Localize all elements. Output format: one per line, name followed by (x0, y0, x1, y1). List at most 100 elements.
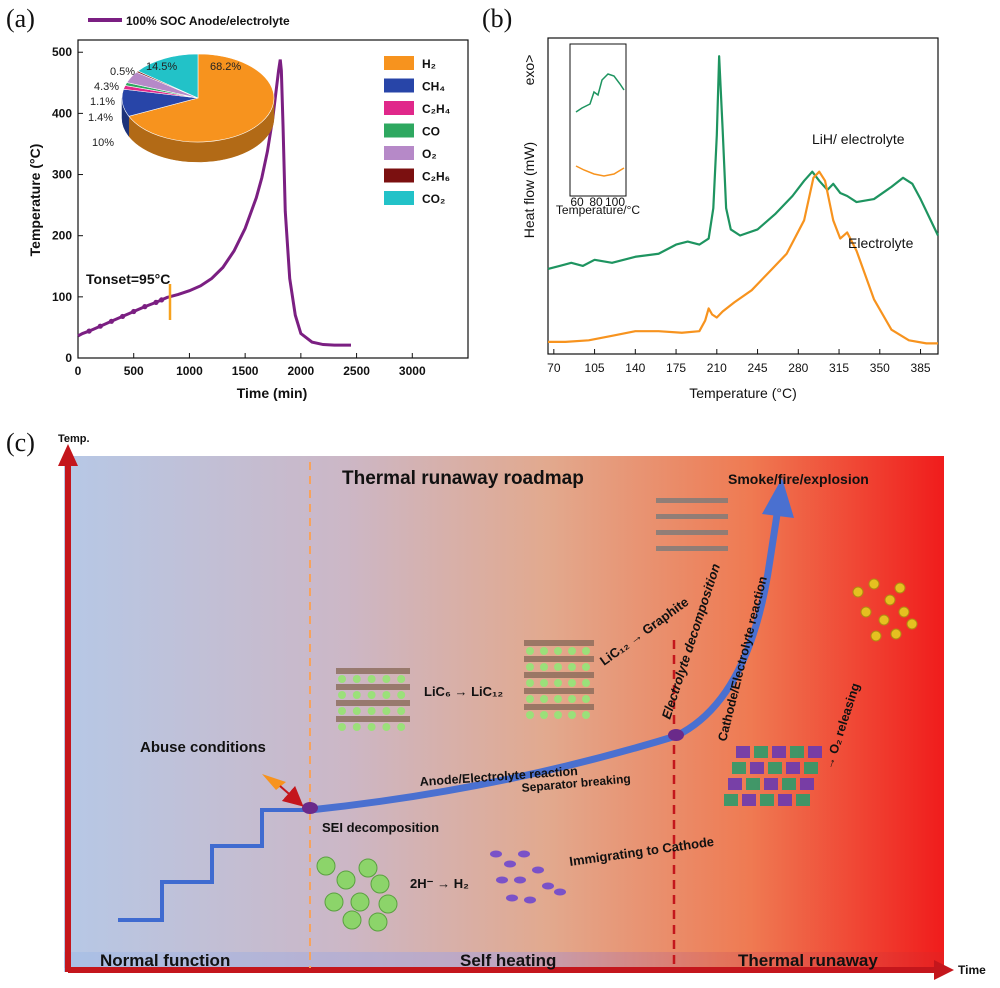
cathode-crystal (746, 778, 760, 790)
x-tick-label-b: 70 (547, 361, 561, 375)
inset-green-curve (575, 73, 625, 113)
abuse-arrow (279, 785, 304, 807)
pie-legend-label: CO₂ (422, 192, 445, 206)
x-tick-label-b: 245 (748, 361, 768, 375)
cathode-crystal (804, 762, 818, 774)
lic12-structure-atom (540, 711, 548, 719)
lih-sphere (324, 892, 344, 912)
inset-tick-60: 60 (570, 195, 584, 209)
x-tick-label-a: 1500 (232, 364, 259, 378)
cathode-crystal (724, 794, 738, 806)
pie-label: 1.4% (88, 112, 113, 124)
temperature-point (119, 313, 126, 320)
pie-label: 14.5% (146, 61, 177, 73)
cathode-crystal (742, 794, 756, 806)
lic6-structure-atom (397, 723, 406, 731)
cathode-crystal (732, 762, 746, 774)
pie-label: 4.3% (94, 81, 119, 93)
inset-box (569, 43, 627, 197)
lic6-structure (336, 700, 410, 706)
h2-molecule (518, 850, 530, 858)
pie-legend-label: O₂ (422, 147, 437, 161)
lih-sphere (378, 894, 398, 914)
temperature-point (131, 308, 137, 315)
legend-label-a: 100% SOC Anode/electrolyte (126, 14, 290, 28)
lic6-structure-atom (397, 707, 406, 715)
o2-molecule (906, 618, 918, 630)
h2-molecule (506, 894, 518, 902)
temperature-point (153, 299, 159, 305)
h2-molecule (542, 882, 554, 890)
lic12-structure (524, 704, 594, 710)
chart-a: 0 500 1000 1500 2000 2500 3000 0 100 200 300 400 500… (27, 14, 469, 401)
cathode-crystal (778, 794, 792, 806)
graphite-structure (656, 530, 728, 535)
lic6-structure-atom (382, 691, 391, 699)
lic6-structure-atom (338, 723, 346, 731)
lic6-structure-atom (397, 675, 406, 683)
y-axis-title-b: Heat flow (mW) (521, 142, 537, 238)
y-tick-label-a: 200 (52, 229, 72, 243)
o2-molecule (868, 578, 880, 590)
x-tick-label-a: 0 (75, 364, 82, 378)
inset-tick-80: 80 (589, 195, 603, 209)
sei-label: SEI decomposition (322, 820, 439, 835)
plot-area-a (77, 39, 469, 359)
lic12-structure-atom (568, 711, 576, 719)
lic6-structure-atom (352, 723, 361, 731)
y-tick-label-a: 0 (65, 351, 72, 365)
pie-slice (137, 53, 199, 99)
x-tick-label-a: 2500 (343, 364, 370, 378)
o2-molecule (890, 628, 902, 640)
lih-sphere (358, 858, 378, 878)
h2-molecule (504, 860, 516, 868)
chart-b: 70 105 140 175 210 245 280 315 350 385 Temperatur… (521, 37, 939, 401)
x-tick-label-b: 210 (707, 361, 727, 375)
lic12-structure (524, 656, 594, 662)
lic12-structure-atom (554, 647, 562, 655)
temperature-point (108, 318, 115, 324)
lic12-structure-atom (568, 663, 576, 671)
lic6-structure-atom (352, 707, 361, 715)
pie-label: 1.1% (90, 96, 115, 108)
cathode-crystal (728, 778, 742, 790)
pie-label: 0.5% (110, 66, 135, 78)
lic6-structure-atom (352, 691, 361, 699)
x-tick-label-a: 1000 (176, 364, 203, 378)
x-tick-label-b: 315 (829, 361, 849, 375)
cathode-crystal (764, 778, 778, 790)
lic12-structure-atom (554, 679, 562, 687)
lic12-structure (524, 640, 594, 646)
x-tick-label-a: 2000 (288, 364, 315, 378)
lic12-structure-atom (526, 647, 534, 655)
lic12-structure-atom (526, 695, 534, 703)
o2-molecule (878, 614, 890, 626)
h2-molecule (496, 876, 508, 884)
onset-annotation: Tonset=95°C (86, 271, 170, 287)
pie-legend: H₂ CH₄ C₂H₄ CO O₂ C₂H₆ CO₂ (384, 56, 451, 206)
lic12-structure (524, 672, 594, 678)
pie-legend-label: CH₄ (422, 80, 445, 94)
abuse-label: Abuse conditions (140, 739, 266, 756)
lic12-structure-atom (554, 695, 562, 703)
lic12-structure-atom (568, 679, 576, 687)
lic12-structure-atom (554, 711, 562, 719)
x-tick-label-b: 140 (625, 361, 645, 375)
time-axis-label: Time (958, 963, 986, 977)
temp-axis-arrowhead (58, 444, 78, 466)
lih-sphere (336, 870, 356, 890)
x-tick-label-b: 385 (911, 361, 931, 375)
lic12-structure-atom (568, 647, 576, 655)
lic6-structure-atom (338, 675, 346, 683)
inset-orange-curve (575, 165, 625, 177)
lih-sphere (368, 912, 388, 932)
pie-legend-swatch (384, 146, 414, 160)
pie-legend-swatch (384, 56, 414, 70)
lic12-structure-atom (526, 679, 534, 687)
lic12-structure-atom (582, 647, 590, 655)
stage-self-heating: Self heating (460, 951, 556, 970)
pie-legend-label: CO (422, 125, 440, 139)
h2-molecule (532, 866, 544, 874)
lic12-structure-atom (540, 679, 548, 687)
curve-arrowhead (762, 478, 794, 518)
